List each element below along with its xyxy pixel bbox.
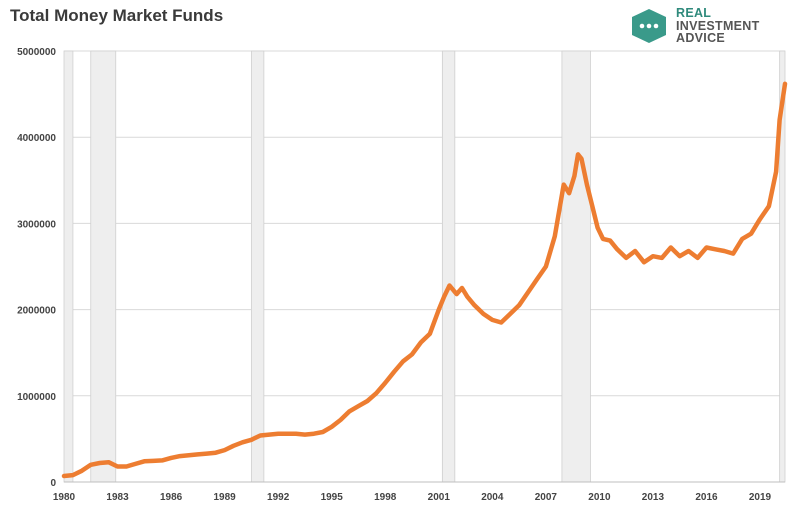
x-tick-label: 1989 [213, 492, 236, 503]
x-tick-label: 2010 [588, 492, 611, 503]
recession-band [250, 50, 265, 483]
logo-wordmark: REAL INVESTMENT ADVICE [676, 7, 760, 45]
x-tick-label: 2016 [695, 492, 718, 503]
x-tick-label: 1986 [160, 492, 183, 503]
logo-line-1: REAL [676, 6, 712, 20]
speech-bubble-icon [632, 9, 666, 43]
x-tick-label: 1980 [53, 492, 76, 503]
recession-band [90, 50, 117, 483]
y-tick-label: 0 [50, 478, 56, 489]
y-tick-label: 2000000 [17, 306, 56, 317]
y-tick-label: 4000000 [17, 133, 56, 144]
y-tick-label: 3000000 [17, 219, 56, 230]
x-tick-label: 1995 [321, 492, 344, 503]
x-tick-label: 1998 [374, 492, 397, 503]
y-tick-label: 1000000 [17, 392, 56, 403]
x-tick-label: 2007 [535, 492, 558, 503]
x-tick-label: 2001 [428, 492, 451, 503]
logo-line-3: ADVICE [676, 31, 726, 45]
x-tick-label: 2004 [481, 492, 504, 503]
series-line [61, 81, 788, 479]
x-tick-label: 1992 [267, 492, 290, 503]
x-tick-label: 1983 [106, 492, 129, 503]
logo-line-2: INVESTMENT [676, 18, 760, 33]
brand-logo: REAL INVESTMENT ADVICE [630, 6, 795, 46]
recession-band [561, 50, 591, 483]
recession-band [441, 50, 456, 483]
x-tick-label: 2019 [749, 492, 772, 503]
y-tick-label: 5000000 [17, 47, 56, 58]
recession-band [63, 50, 74, 483]
chart-title: Total Money Market Funds [10, 6, 224, 25]
x-tick-label: 2013 [642, 492, 665, 503]
